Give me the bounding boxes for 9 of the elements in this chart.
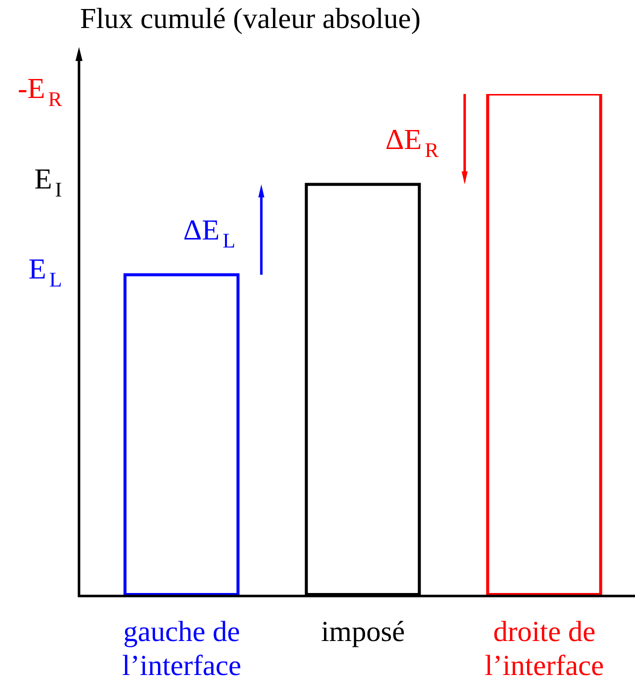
x-tick-label: droite de l’interface [484, 616, 604, 682]
annotation: ΔE$_{L}$ [183, 214, 236, 253]
x-tick-label: imposé [321, 616, 405, 648]
x-tick-label: gauche de l’interface [122, 616, 242, 682]
y-axis-title: Flux cumulé (valeur absolue) [80, 3, 421, 35]
text: E$_{L}$ [28, 254, 62, 292]
text: -E$_{R}$ [18, 73, 62, 111]
annotation: ΔE$_{R}$ [385, 124, 439, 162]
text: E$_{I}$ [34, 163, 62, 202]
